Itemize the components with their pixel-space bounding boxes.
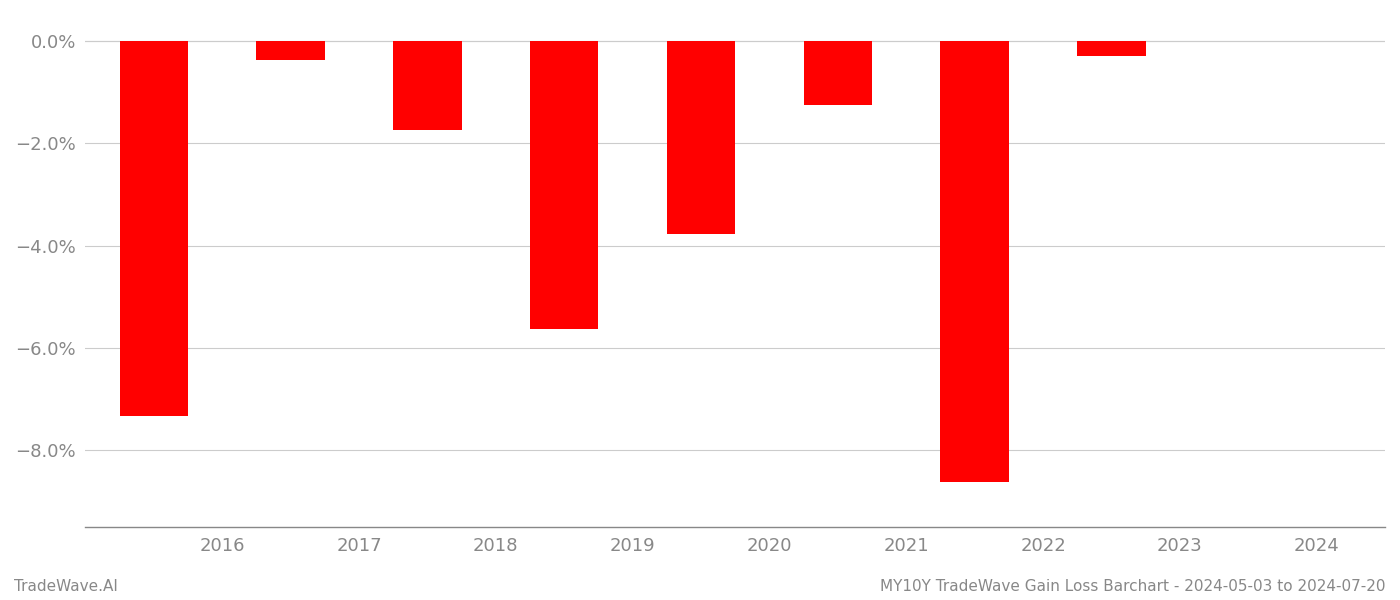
Bar (393, 41, 462, 130)
Text: TradeWave.AI: TradeWave.AI (14, 579, 118, 594)
Bar (256, 41, 325, 60)
Bar (804, 41, 872, 104)
Bar (119, 41, 188, 416)
Bar (941, 41, 1009, 482)
Bar (531, 41, 598, 329)
Bar (1077, 41, 1145, 56)
Text: MY10Y TradeWave Gain Loss Barchart - 2024-05-03 to 2024-07-20: MY10Y TradeWave Gain Loss Barchart - 202… (881, 579, 1386, 594)
Bar (666, 41, 735, 234)
